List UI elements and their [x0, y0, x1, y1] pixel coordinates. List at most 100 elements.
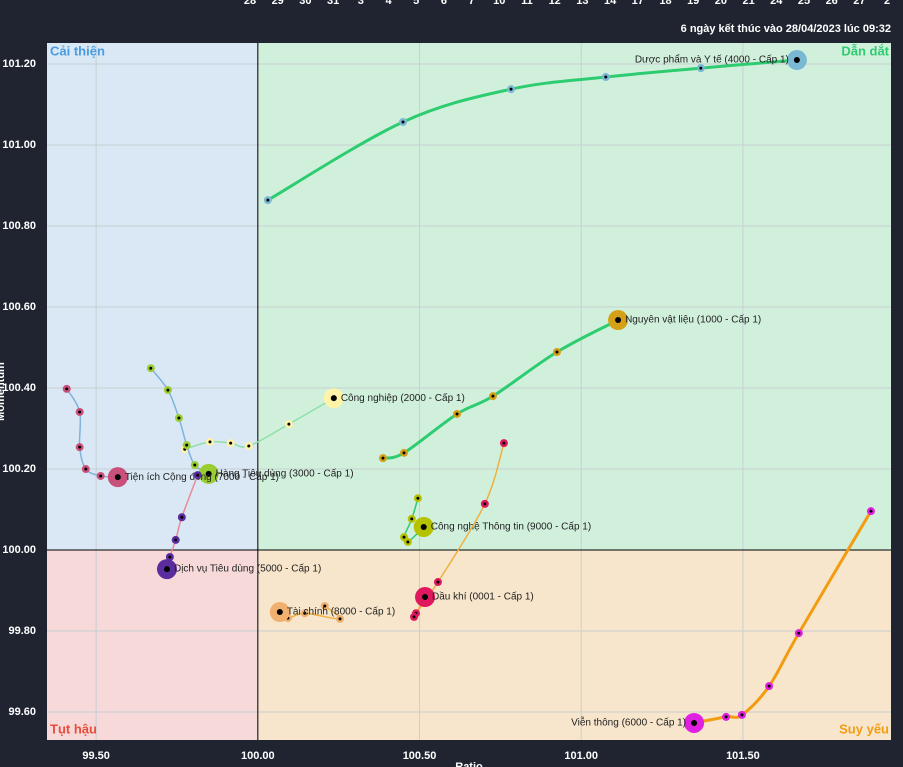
chart-subtitle: 6 ngày kết thúc vào 28/04/2023 lúc 09:32: [681, 23, 891, 35]
date-tick-label: 24: [770, 0, 783, 7]
y-tick-label: 100.80: [2, 220, 36, 232]
series-label: Viễn thông (6000 - Cấp 1): [571, 716, 686, 729]
point-center: [303, 611, 307, 615]
point-center: [163, 566, 170, 573]
date-tick-label: 27: [853, 0, 865, 7]
y-tick-label: 100.20: [2, 463, 36, 475]
date-tick-label: 28: [244, 0, 256, 7]
quadrant: [47, 550, 258, 740]
date-tick-label: 6: [441, 0, 447, 7]
point-center: [168, 555, 172, 559]
series-label: Tài chính (8000 - Cấp 1): [287, 606, 395, 618]
series-label: Tiện ích Cộng đồng (7000 - Cấp 1): [125, 471, 279, 483]
point-center: [193, 463, 197, 467]
quadrant-label: Dẫn dắt: [841, 43, 889, 58]
point-center: [338, 617, 342, 621]
point-center: [436, 580, 440, 584]
y-tick-label: 101.00: [2, 139, 36, 151]
point-center: [483, 502, 487, 506]
date-tick-label: 19: [687, 0, 699, 7]
date-tick-label: 4: [385, 0, 392, 7]
point-center: [455, 412, 459, 416]
point-center: [276, 609, 283, 616]
point-center: [323, 604, 327, 608]
point-center: [724, 715, 728, 719]
point-center: [869, 509, 873, 513]
point-center: [406, 540, 410, 544]
series-label: Dược phẩm và Y tế (4000 - Cấp 1): [635, 54, 789, 66]
date-tick-label: 20: [715, 0, 727, 7]
point-center: [266, 198, 270, 202]
date-tick-label: 26: [826, 0, 838, 7]
point-center: [767, 684, 771, 688]
point-center: [185, 443, 189, 447]
point-center: [205, 470, 212, 477]
point-center: [509, 87, 513, 91]
point-center: [422, 594, 429, 601]
date-tick-label: 21: [742, 0, 754, 7]
quadrant: [47, 43, 258, 551]
x-tick-label: 101.00: [564, 750, 598, 762]
point-center: [412, 615, 416, 619]
point-center: [166, 388, 170, 392]
y-axis-title: Momentum: [0, 362, 7, 421]
point-center: [174, 538, 178, 542]
date-tick-label: 14: [604, 0, 617, 7]
quadrant: [257, 550, 891, 740]
date-tick-label: 2: [884, 0, 890, 7]
y-tick-label: 100.00: [2, 544, 36, 556]
point-center: [691, 719, 698, 726]
point-center: [149, 366, 153, 370]
date-tick-label: 12: [549, 0, 561, 7]
series-label: Công nghiệp (2000 - Cấp 1): [341, 392, 465, 404]
point-center: [793, 57, 800, 64]
series-label: Nguyên vật liệu (1000 - Cấp 1): [625, 314, 761, 326]
series-label: Dịch vụ Tiêu dùng (5000 - Cấp 1): [174, 563, 321, 575]
quadrant-label: Cải thiện: [50, 43, 105, 58]
point-center: [402, 535, 406, 539]
date-tick-label: 3: [358, 0, 364, 7]
point-center: [699, 66, 703, 70]
y-tick-label: 100.60: [2, 301, 36, 313]
point-center: [740, 713, 744, 717]
point-center: [797, 631, 801, 635]
x-axis-title: Ratio: [455, 761, 483, 767]
quadrant-label: Suy yếu: [839, 721, 889, 736]
date-tick-label: 10: [493, 0, 505, 7]
quadrant: [257, 43, 891, 551]
x-tick-label: 100.50: [403, 750, 437, 762]
series-label: Hàng Tiêu dùng (3000 - Cấp 1): [216, 468, 354, 480]
date-tick-label: 31: [327, 0, 339, 7]
point-center: [287, 422, 291, 426]
date-tick-label: 17: [632, 0, 644, 7]
y-tick-label: 100.40: [2, 382, 36, 394]
date-tick-label: 5: [413, 0, 419, 7]
point-center: [247, 444, 251, 448]
date-tick-label: 25: [798, 0, 810, 7]
date-tick-label: 7: [469, 0, 475, 7]
point-center: [196, 473, 200, 477]
point-center: [78, 410, 82, 414]
y-tick-label: 99.60: [8, 706, 36, 718]
point-center: [65, 387, 69, 391]
y-tick-label: 101.20: [2, 58, 36, 70]
quadrant-label: Tụt hậu: [50, 721, 97, 736]
point-center: [177, 416, 181, 420]
point-center: [229, 441, 233, 445]
point-center: [114, 474, 121, 481]
date-tick-label: 13: [576, 0, 588, 7]
y-tick-label: 99.80: [8, 625, 36, 637]
point-center: [420, 523, 427, 530]
point-center: [401, 120, 405, 124]
point-center: [410, 517, 414, 521]
point-center: [208, 440, 212, 444]
point-center: [615, 317, 622, 324]
point-center: [402, 451, 406, 455]
point-center: [78, 445, 82, 449]
series-label: Dầu khí (0001 - Cấp 1): [432, 591, 534, 603]
x-tick-label: 100.00: [241, 750, 275, 762]
point-center: [381, 456, 385, 460]
x-tick-label: 101.50: [726, 750, 760, 762]
date-tick-label: 18: [659, 0, 671, 7]
